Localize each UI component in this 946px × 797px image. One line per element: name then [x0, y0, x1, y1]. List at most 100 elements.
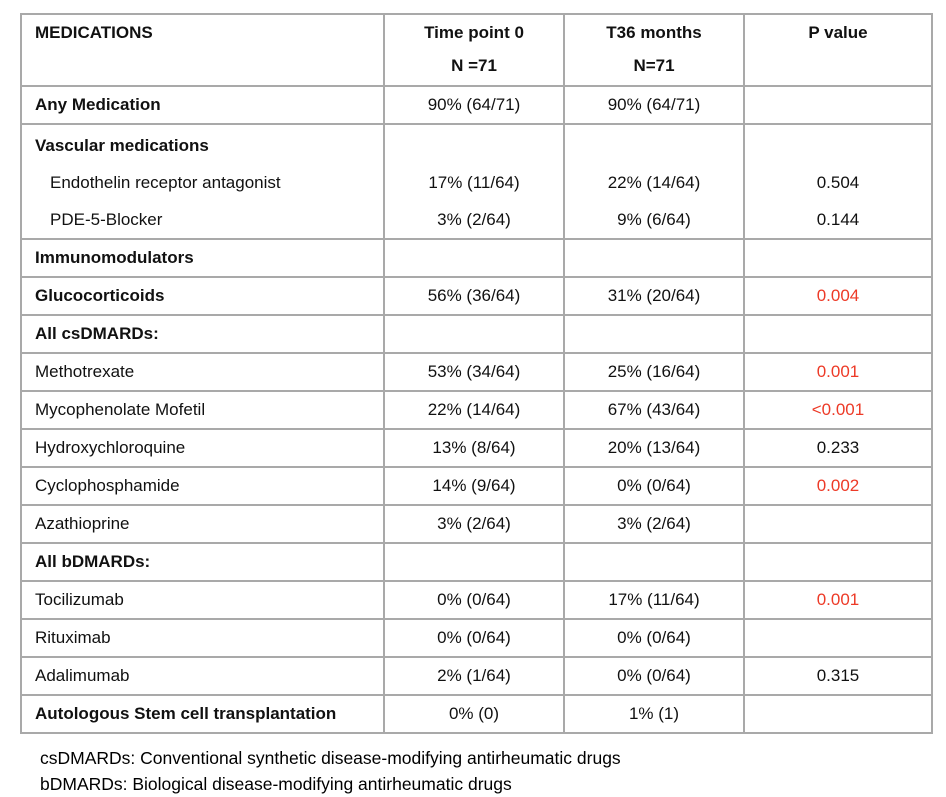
medication-cell: Mycophenolate Mofetil — [20, 390, 385, 430]
t36-cell — [563, 238, 745, 278]
pvalue-header-label: P value — [808, 23, 868, 42]
medications-header-label: MEDICATIONS — [35, 23, 153, 42]
table-row: Methotrexate 53% (34/64) 25% (16/64) 0.001 — [20, 352, 933, 392]
footnote-csdmards: csDMARDs: Conventional synthetic disease… — [40, 748, 621, 768]
pvalue-header-cell: P value — [743, 13, 933, 87]
table-row: All bDMARDs: — [20, 542, 933, 582]
table-row: Hydroxychloroquine 13% (8/64) 20% (13/64) 0… — [20, 428, 933, 468]
medication-cell: Hydroxychloroquine — [20, 428, 385, 468]
medication-cell: Glucocorticoids — [20, 276, 385, 316]
t36-cell: 3% (2/64) — [563, 504, 745, 544]
footnotes: csDMARDs: Conventional synthetic disease… — [40, 745, 621, 797]
t36-cell: 0% (0/64) — [563, 618, 745, 658]
t36-cell: 20% (13/64) — [563, 428, 745, 468]
medication-cell: Rituximab — [20, 618, 385, 658]
medication-cell: Adalimumab — [20, 656, 385, 696]
t36-header-cell: T36 months N=71 — [563, 13, 745, 87]
timepoint0-cell — [383, 238, 565, 278]
timepoint0-cell: 3% (2/64) — [383, 504, 565, 544]
t36-cell: 17% (11/64) — [563, 580, 745, 620]
footnote-bdmards: bDMARDs: Biological disease-modifying an… — [40, 774, 512, 794]
table-row: All csDMARDs: — [20, 314, 933, 354]
table-row: Glucocorticoids 56% (36/64) 31% (20/64) 0.0… — [20, 276, 933, 316]
medication-cell: Azathioprine — [20, 504, 385, 544]
value-text — [746, 127, 930, 164]
medication-cell: Autologous Stem cell transplantation — [20, 694, 385, 734]
pvalue-cell — [743, 85, 933, 125]
table-row: Any Medication 90% (64/71) 90% (64/71) — [20, 85, 933, 125]
timepoint0-cell: 13% (8/64) — [383, 428, 565, 468]
t36-n-label: N=71 — [633, 56, 675, 75]
medication-label: Vascular medications — [35, 135, 209, 155]
t36-cell: 22% (14/64) 9% (6/64) — [563, 123, 745, 240]
value-text: 17% (11/64) — [428, 172, 520, 192]
table-row: Cyclophosphamide 14% (9/64) 0% (0/64) 0.002 — [20, 466, 933, 506]
pvalue-cell — [743, 504, 933, 544]
value-text: 9% (6/64) — [617, 209, 691, 229]
medications-data-table: MEDICATIONS Time point 0 N =71 T36 month… — [20, 13, 933, 734]
medication-cell: Any Medication — [20, 85, 385, 125]
table-row: Immunomodulators — [20, 238, 933, 278]
t36-cell: 90% (64/71) — [563, 85, 745, 125]
pvalue-cell: 0.233 — [743, 428, 933, 468]
timepoint0-n-label: N =71 — [451, 56, 497, 75]
value-text — [386, 127, 562, 164]
timepoint0-cell: 14% (9/64) — [383, 466, 565, 506]
pvalue-cell: 0.004 — [743, 276, 933, 316]
table-row: Mycophenolate Mofetil 22% (14/64) 67% (43/… — [20, 390, 933, 430]
t36-cell: 0% (0/64) — [563, 466, 745, 506]
table-row: Adalimumab 2% (1/64) 0% (0/64) 0.315 — [20, 656, 933, 696]
header-row: MEDICATIONS Time point 0 N =71 T36 month… — [20, 13, 933, 87]
pvalue-cell: <0.001 — [743, 390, 933, 430]
value-text: 3% (2/64) — [437, 209, 511, 229]
t36-cell: 1% (1) — [563, 694, 745, 734]
medication-cell: All csDMARDs: — [20, 314, 385, 354]
medication-label: Endothelin receptor antagonist — [50, 172, 281, 192]
timepoint0-cell: 2% (1/64) — [383, 656, 565, 696]
pvalue-cell: 0.002 — [743, 466, 933, 506]
timepoint0-cell: 17% (11/64) 3% (2/64) — [383, 123, 565, 240]
table-row: Rituximab 0% (0/64) 0% (0/64) — [20, 618, 933, 658]
medication-cell: Vascular medications Endothelin receptor … — [20, 123, 385, 240]
pvalue-cell — [743, 618, 933, 658]
table-row: Vascular medications Endothelin receptor … — [20, 123, 933, 240]
medication-cell: Tocilizumab — [20, 580, 385, 620]
medications-header-cell: MEDICATIONS — [20, 13, 385, 87]
pvalue-cell: 0.001 — [743, 580, 933, 620]
value-text: 0.144 — [816, 209, 860, 229]
medication-cell: All bDMARDs: — [20, 542, 385, 582]
t36-cell: 31% (20/64) — [563, 276, 745, 316]
timepoint0-cell: 53% (34/64) — [383, 352, 565, 392]
value-text: 22% (14/64) — [607, 172, 701, 192]
t36-header-label: T36 months — [606, 23, 702, 42]
pvalue-cell: 0.001 — [743, 352, 933, 392]
medications-table: MEDICATIONS Time point 0 N =71 T36 month… — [20, 13, 933, 794]
timepoint0-cell: 0% (0) — [383, 694, 565, 734]
medication-cell: Cyclophosphamide — [20, 466, 385, 506]
table-row: Azathioprine 3% (2/64) 3% (2/64) — [20, 504, 933, 544]
medication-cell: Methotrexate — [20, 352, 385, 392]
t36-cell — [563, 542, 745, 582]
timepoint0-header-label: Time point 0 — [424, 23, 524, 42]
pvalue-cell — [743, 694, 933, 734]
t36-cell — [563, 314, 745, 354]
medication-cell: Immunomodulators — [20, 238, 385, 278]
t36-cell: 0% (0/64) — [563, 656, 745, 696]
medication-label: PDE-5-Blocker — [50, 209, 163, 229]
timepoint0-cell: 0% (0/64) — [383, 580, 565, 620]
timepoint0-cell — [383, 542, 565, 582]
timepoint0-cell: 22% (14/64) — [383, 390, 565, 430]
timepoint0-cell — [383, 314, 565, 354]
table-row: Autologous Stem cell transplantation 0% (… — [20, 694, 933, 734]
timepoint0-cell: 90% (64/71) — [383, 85, 565, 125]
value-text: 0.504 — [816, 172, 860, 192]
table-row: Tocilizumab 0% (0/64) 17% (11/64) 0.001 — [20, 580, 933, 620]
timepoint0-header-cell: Time point 0 N =71 — [383, 13, 565, 87]
t36-cell: 25% (16/64) — [563, 352, 745, 392]
timepoint0-cell: 0% (0/64) — [383, 618, 565, 658]
t36-cell: 67% (43/64) — [563, 390, 745, 430]
pvalue-cell: 0.315 — [743, 656, 933, 696]
table-body: Any Medication 90% (64/71) 90% (64/71) Vasc… — [20, 85, 933, 734]
pvalue-cell — [743, 314, 933, 354]
value-text — [566, 127, 742, 164]
